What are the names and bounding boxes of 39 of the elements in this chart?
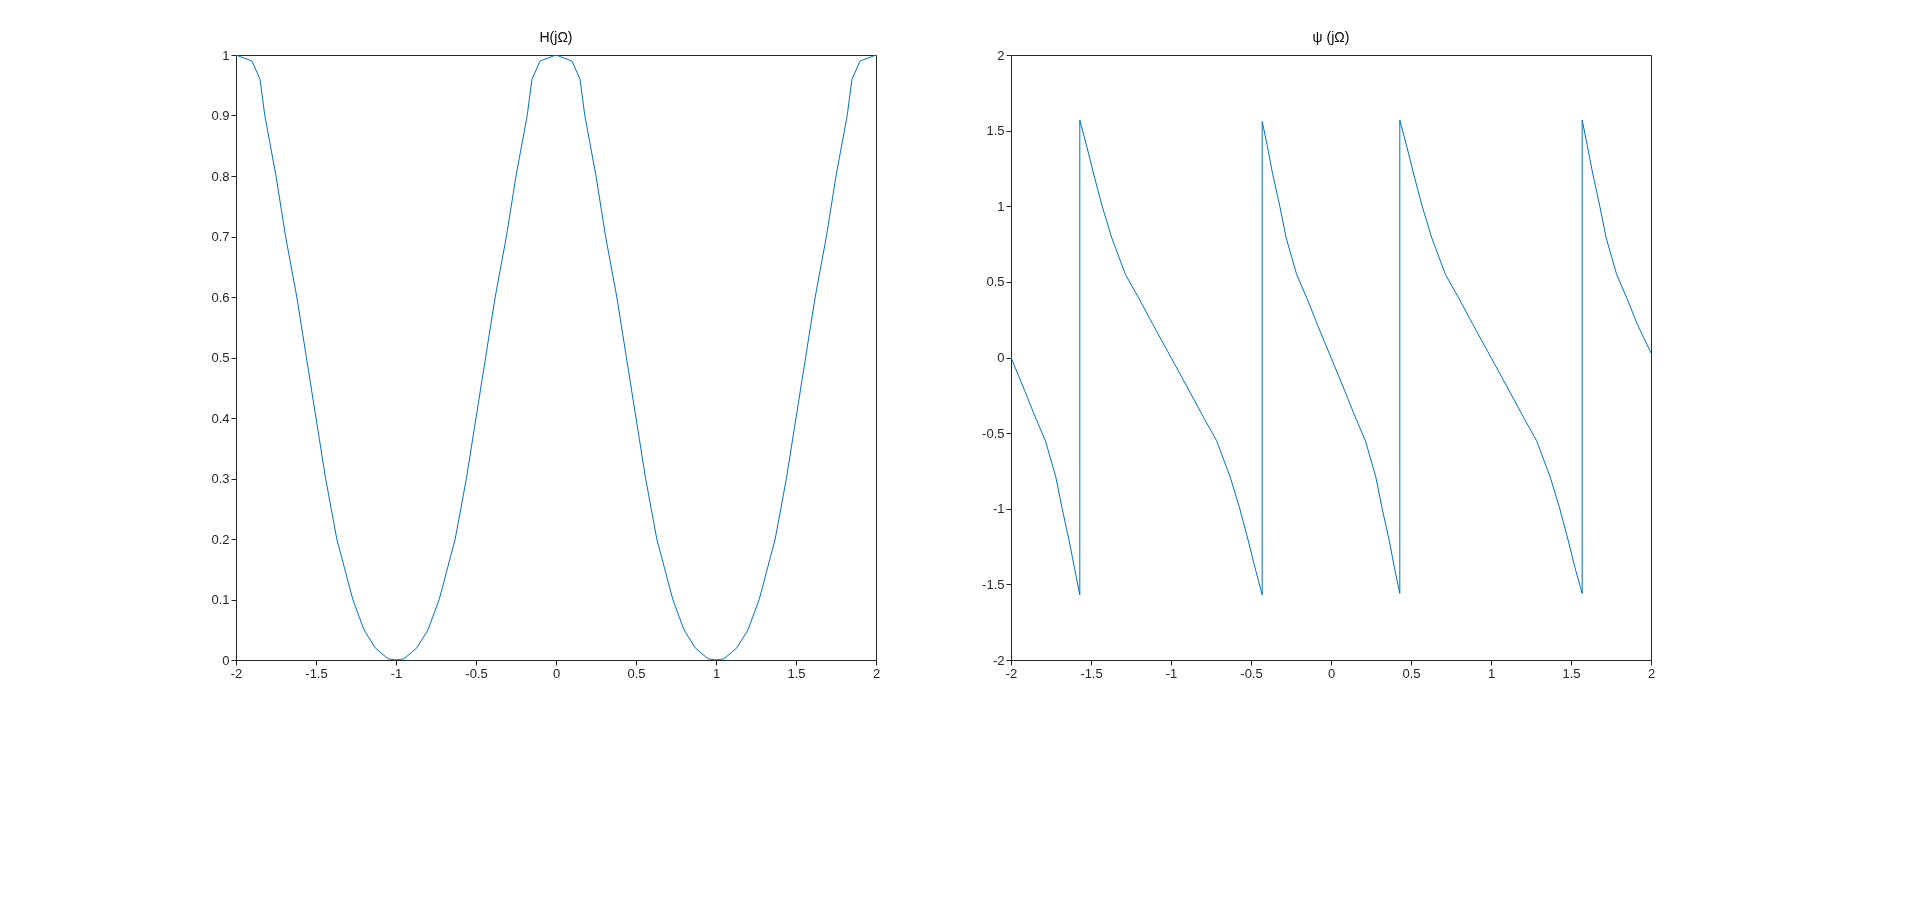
x-tick-label: 1.5: [787, 665, 806, 681]
x-tick-label: 1: [1487, 665, 1496, 681]
y-tick-label: 0.5: [986, 274, 1005, 290]
y-tick-label: 0.2: [211, 531, 230, 547]
y-tick-label: 0.5: [211, 350, 230, 365]
x-tick-label: -0.5: [1240, 665, 1263, 681]
y-tick-label: 0: [222, 652, 230, 668]
y-tick-label: 0.9: [211, 108, 230, 123]
chart-title: ψ (jΩ): [1312, 29, 1350, 45]
y-tick-label: 0.6: [211, 289, 230, 305]
y-tick-label: 1.5: [986, 123, 1005, 139]
x-tick-label: 0.5: [627, 665, 646, 681]
y-tick-label: 1: [997, 198, 1005, 214]
y-tick-label: 0.1: [211, 592, 230, 607]
x-tick-label: -0.5: [465, 665, 488, 681]
y-tick-label: -0.5: [982, 425, 1005, 441]
y-tick-label: 1: [222, 47, 230, 63]
y-tick-label: 2: [997, 47, 1005, 63]
x-tick-label: 1: [712, 665, 721, 681]
x-tick-label: -1.5: [305, 665, 328, 681]
y-tick-label: -2: [992, 652, 1005, 668]
y-tick-label: 0.8: [211, 168, 230, 184]
y-tick-label: -1.5: [982, 576, 1005, 592]
line-series: [1011, 119, 1651, 596]
x-tick-label: 0: [552, 665, 561, 681]
chart-title: H(jΩ): [539, 29, 573, 45]
x-tick-label: -1: [390, 665, 403, 681]
x-tick-label: 2: [872, 665, 881, 681]
y-tick-label: 0.3: [211, 471, 230, 486]
x-tick-label: -1.5: [1080, 665, 1103, 681]
y-tick-label: -1: [992, 501, 1005, 517]
x-tick-label: -1: [1165, 665, 1178, 681]
x-tick-label: 0: [1327, 665, 1336, 681]
x-tick-label: 0.5: [1402, 665, 1421, 681]
y-tick-label: 0.7: [211, 229, 230, 244]
y-tick-label: 0: [997, 350, 1005, 365]
y-tick-label: 0.4: [211, 410, 230, 426]
x-tick-label: 2: [1647, 665, 1656, 681]
x-tick-label: 1.5: [1562, 665, 1581, 681]
